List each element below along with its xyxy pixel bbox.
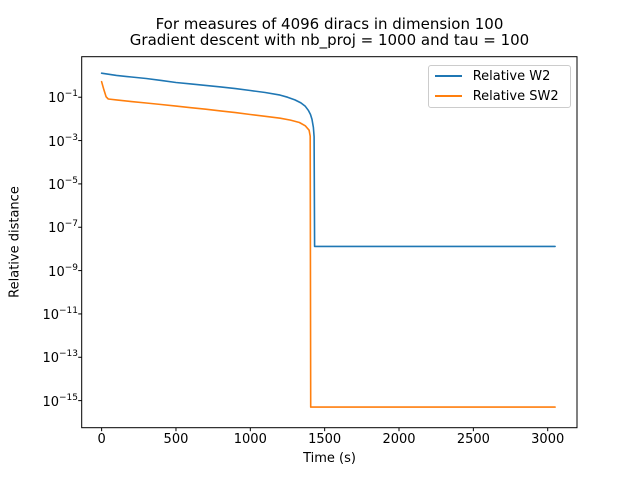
y-tick-label: 10−7 bbox=[48, 219, 78, 237]
y-tick-label: 10−15 bbox=[42, 392, 78, 410]
legend-item-relative-w2: Relative W2 bbox=[429, 67, 570, 85]
x-tick-label: 3000 bbox=[531, 432, 565, 447]
legend-line-sample-sw2 bbox=[434, 95, 462, 98]
chart-title-line2: Gradient descent with nb_proj = 1000 and… bbox=[129, 31, 530, 49]
x-tick-label: 1000 bbox=[233, 432, 267, 447]
x-tick-label: 2000 bbox=[382, 432, 416, 447]
legend: Relative W2 Relative SW2 bbox=[427, 64, 571, 108]
x-tick-label: 0 bbox=[97, 432, 106, 447]
y-tick-label: 10−9 bbox=[48, 262, 78, 280]
legend-item-relative-sw2: Relative SW2 bbox=[429, 87, 570, 105]
x-tick-label: 2500 bbox=[456, 432, 490, 447]
y-tick-label: 10−5 bbox=[48, 175, 78, 194]
legend-line-sample-w2 bbox=[434, 75, 462, 78]
y-tick-label: 10−3 bbox=[48, 132, 78, 150]
chart-title: For measures of 4096 diracs in dimension… bbox=[82, 16, 577, 48]
series-line-relative-w2 bbox=[100, 72, 556, 248]
plot-border bbox=[81, 56, 578, 429]
legend-label-sw2: Relative SW2 bbox=[472, 88, 559, 104]
x-tick-label: 500 bbox=[163, 432, 189, 447]
series-line-relative-sw2 bbox=[100, 80, 556, 408]
chart-title-line1: For measures of 4096 diracs in dimension… bbox=[155, 15, 504, 33]
x-axis-label: Time (s) bbox=[303, 451, 356, 466]
y-tick-label: 10−11 bbox=[42, 305, 78, 324]
x-tick-label: 1500 bbox=[308, 432, 342, 447]
y-tick-label: 10−13 bbox=[42, 349, 78, 367]
y-tick-label: 10−1 bbox=[48, 89, 78, 107]
legend-label-w2: Relative W2 bbox=[472, 68, 551, 84]
